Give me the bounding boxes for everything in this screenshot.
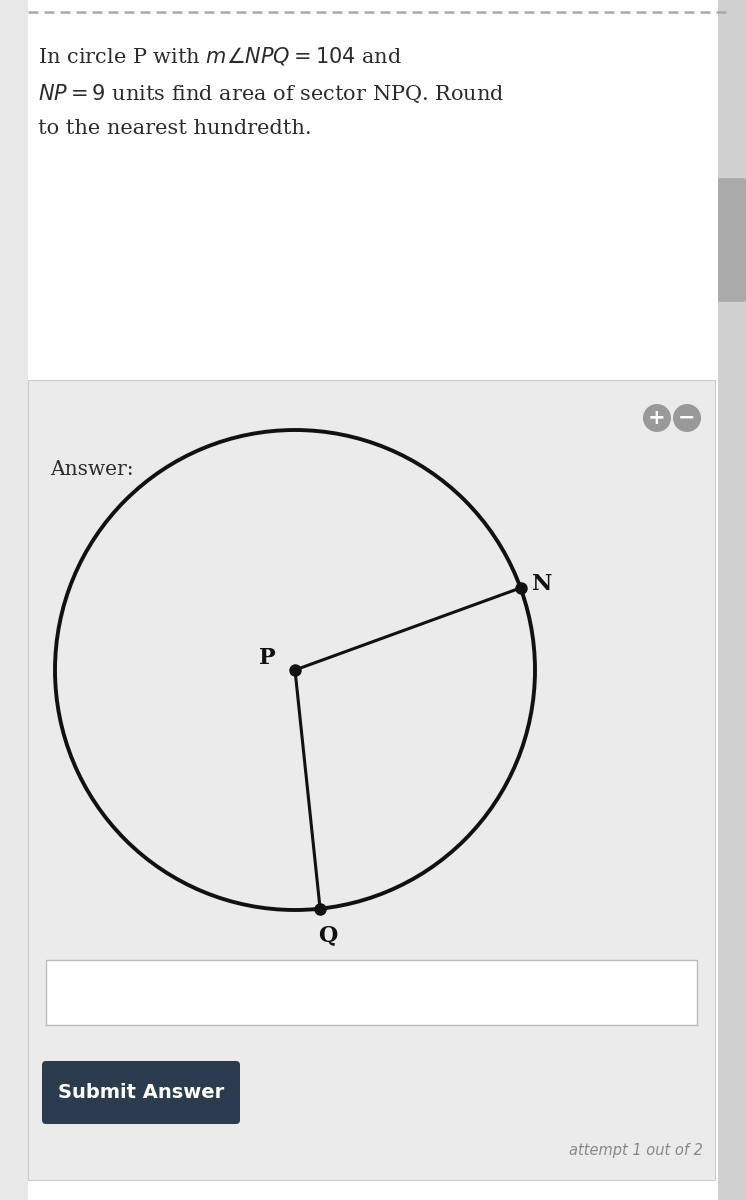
Text: Q: Q: [319, 924, 338, 946]
Text: to the nearest hundredth.: to the nearest hundredth.: [38, 119, 312, 138]
Text: Answer:: Answer:: [50, 460, 134, 479]
FancyBboxPatch shape: [42, 1061, 240, 1124]
Text: attempt 1 out of 2: attempt 1 out of 2: [569, 1142, 703, 1158]
Text: +: +: [648, 408, 666, 428]
Text: −: −: [678, 408, 696, 428]
FancyBboxPatch shape: [46, 960, 697, 1025]
FancyBboxPatch shape: [718, 0, 746, 1200]
Text: P: P: [259, 647, 275, 670]
Text: In circle P with $m\angle NPQ = 104$ and: In circle P with $m\angle NPQ = 104$ and: [38, 44, 402, 67]
FancyBboxPatch shape: [28, 380, 715, 1180]
Circle shape: [643, 404, 671, 432]
FancyBboxPatch shape: [718, 178, 746, 302]
Text: $NP = 9$ units find area of sector NPQ. Round: $NP = 9$ units find area of sector NPQ. …: [38, 82, 504, 104]
Text: N: N: [533, 572, 553, 595]
FancyBboxPatch shape: [28, 0, 718, 1200]
Text: Submit Answer: Submit Answer: [58, 1082, 224, 1102]
Circle shape: [673, 404, 701, 432]
